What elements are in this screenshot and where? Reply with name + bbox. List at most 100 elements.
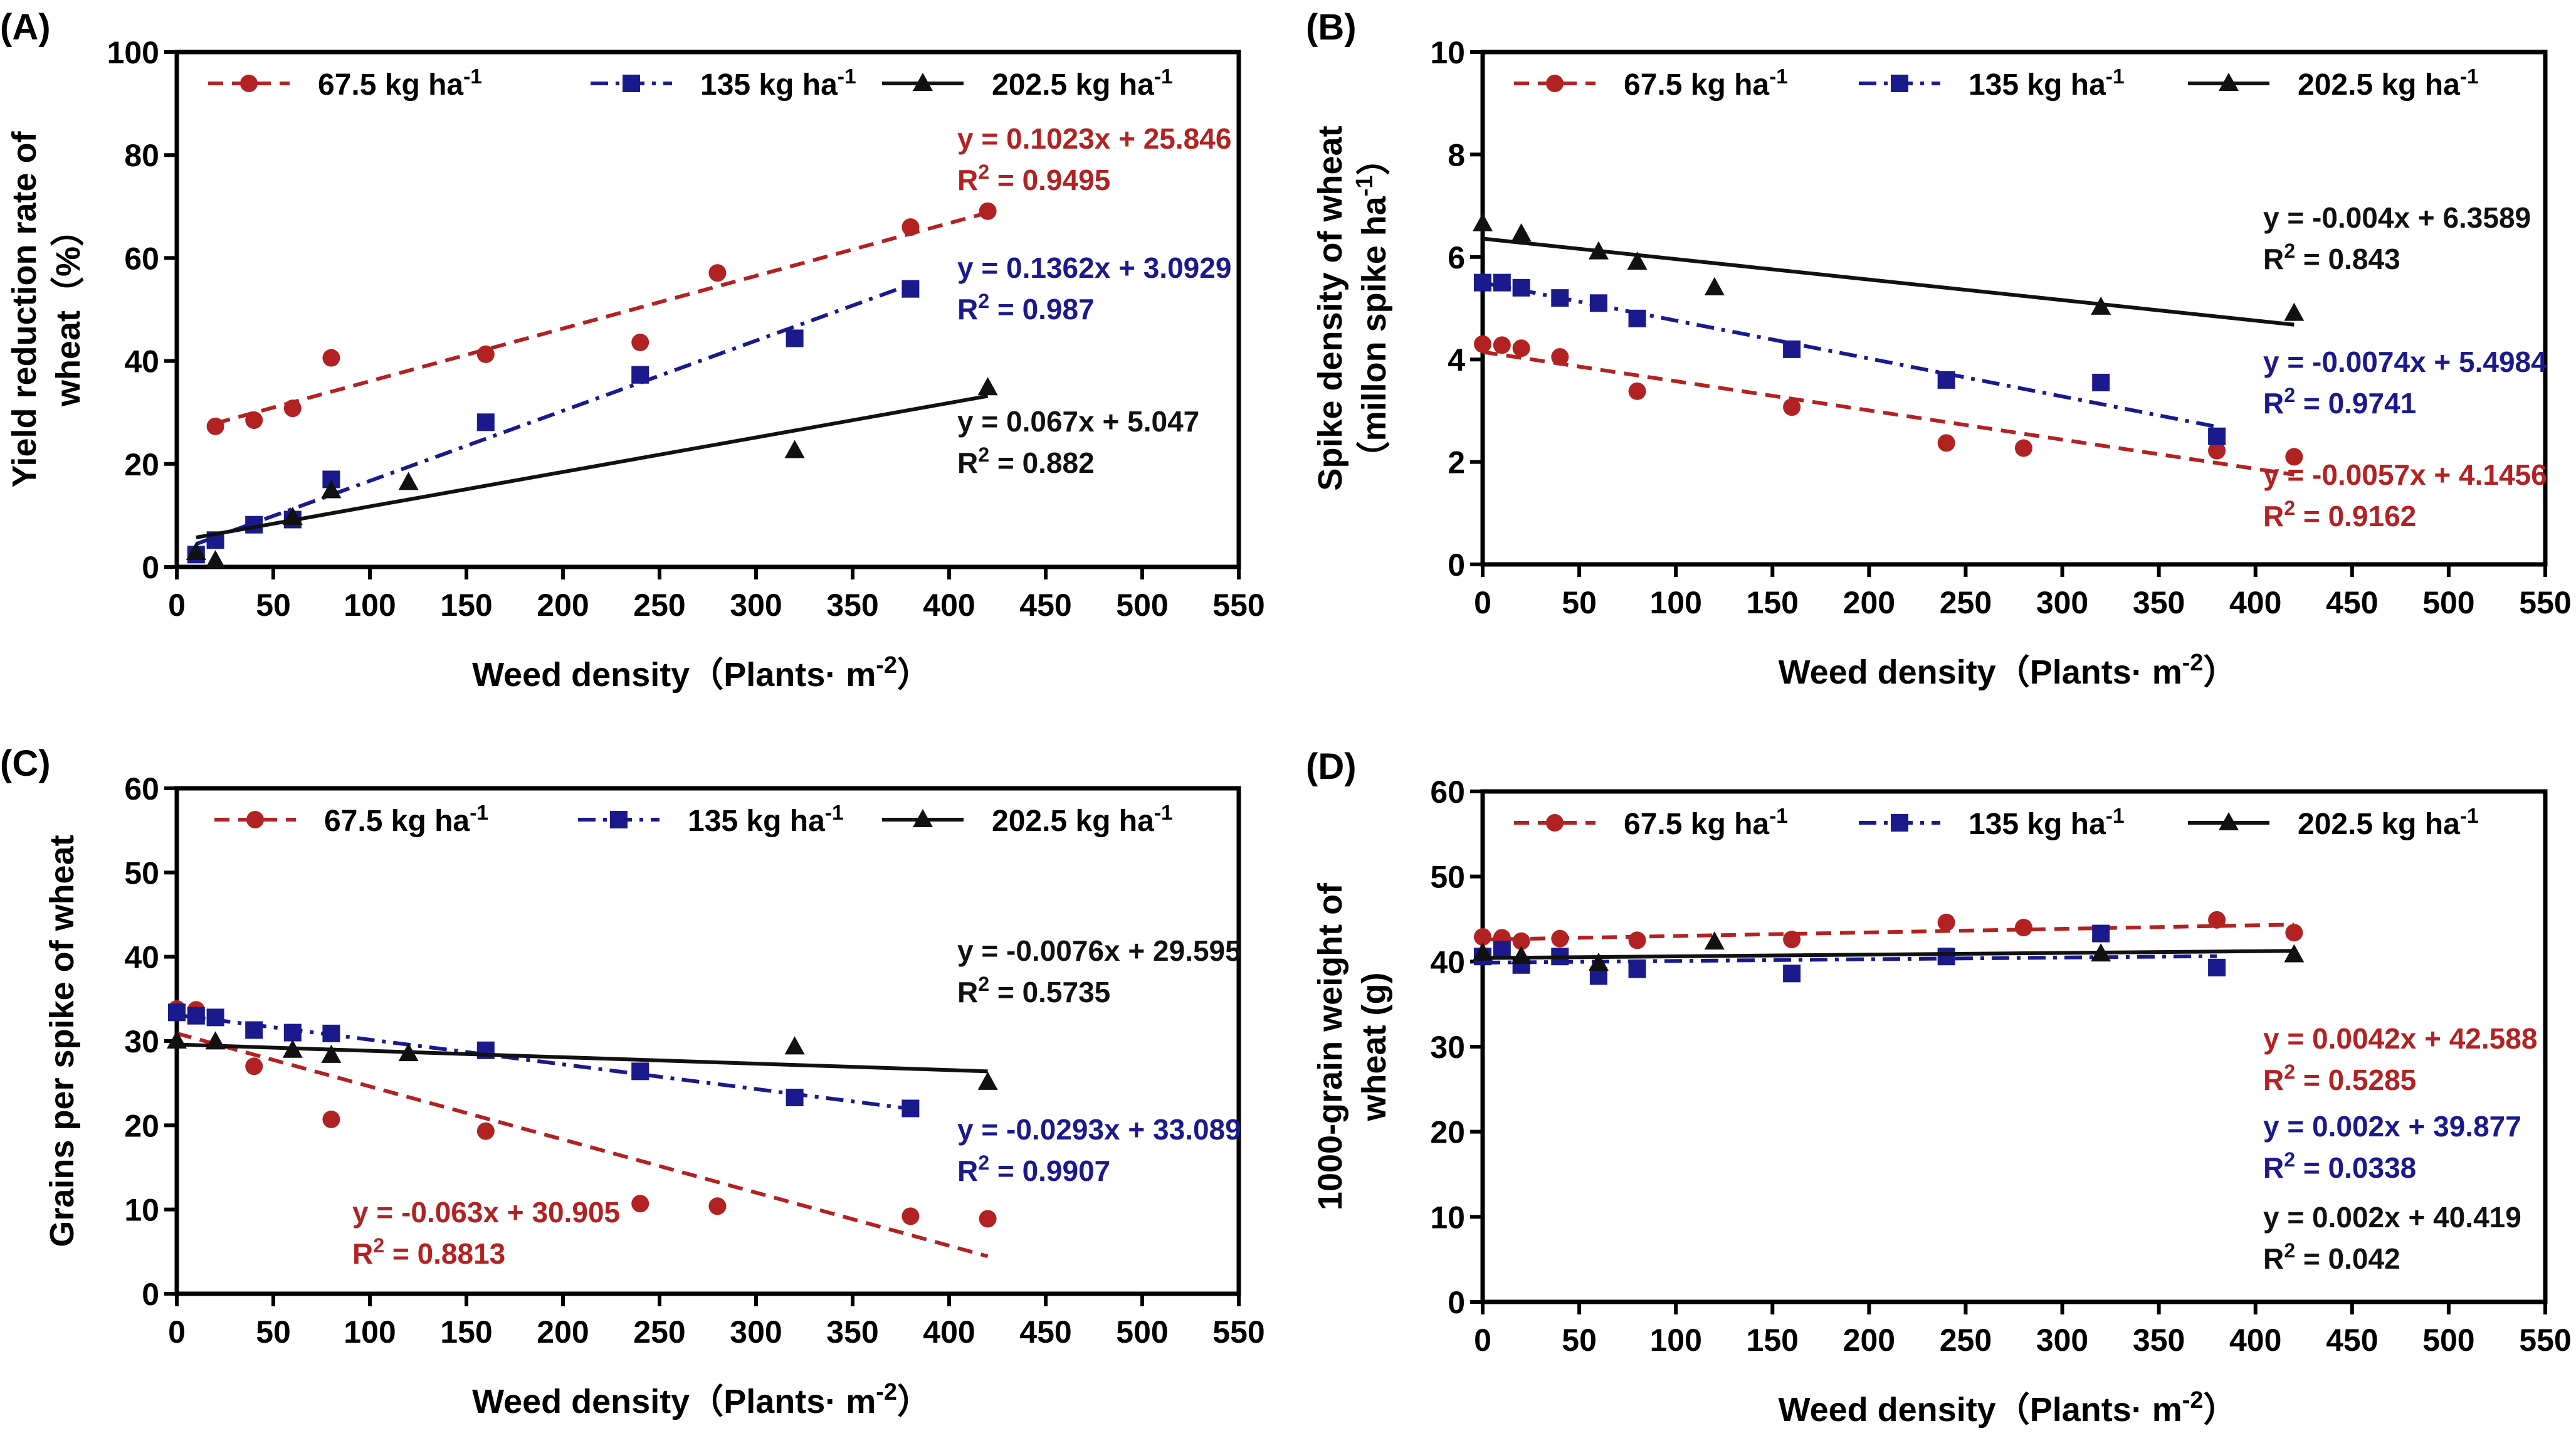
x-tick-label: 550 (1212, 588, 1264, 623)
data-point (2091, 943, 2111, 962)
fit-equation: y = -0.0074x + 5.4984 (2263, 346, 2547, 378)
x-tick-label: 250 (633, 588, 685, 623)
data-point (1473, 942, 1493, 961)
x-tick-label: 500 (1116, 588, 1168, 623)
x-tick-label: 450 (1019, 1314, 1071, 1350)
legend-entry-mid: 135 kg ha-1 (1859, 65, 2125, 102)
y-tick-label: 8 (1448, 137, 1465, 172)
data-point (2285, 448, 2303, 466)
x-tick-label: 50 (256, 1314, 291, 1350)
data-point (2219, 73, 2239, 91)
data-point (1937, 948, 1955, 966)
data-point (1546, 814, 1564, 832)
chart-panel-b: (B) 0 50 100 150 200 250 300 350 400 450 500 550 0 2 4 6… (1306, 7, 2572, 691)
data-point (1546, 75, 1564, 92)
data-point (322, 349, 340, 367)
x-tick-label: 350 (2133, 1323, 2185, 1358)
x-tick-label: 450 (2326, 585, 2378, 620)
y-tick-label: 0 (1448, 1285, 1465, 1320)
data-point (2284, 302, 2305, 321)
chart-panel-c: (C) 0 50 100 150 200 250 300 350 400 450 500 550 0 10 2… (0, 743, 1265, 1420)
data-point (977, 1071, 998, 1090)
fit-equation: y = 0.002x + 40.419 (2263, 1201, 2521, 1234)
data-point (398, 1043, 419, 1062)
legend-entry-high: 202.5 kg ha-1 (882, 65, 1173, 102)
x-tick-label: 400 (923, 588, 975, 623)
y-tick-label: 10 (124, 1193, 159, 1228)
data-point (2092, 924, 2110, 943)
data-point (1628, 931, 1646, 949)
data-point (2208, 441, 2226, 460)
data-point (1937, 434, 1955, 452)
fit-equation: y = 0.1023x + 25.846 (957, 122, 1231, 155)
fit-line (1482, 954, 2217, 965)
x-axis-label: Weed density（Plants· m-2） (1779, 1387, 2237, 1429)
x-tick-label: 50 (256, 588, 291, 623)
data-point (2284, 944, 2305, 963)
data-point (1783, 965, 1801, 983)
fit-line (1482, 923, 2295, 942)
y-tick-label: 50 (1430, 860, 1465, 895)
chart-panel-a: (A) 0 50 100 150 200 250 300 350 400 450 500 550 0 20 4… (0, 7, 1265, 694)
x-tick-label: 200 (537, 588, 589, 623)
x-axis-label: Weed density（Plants· m-2） (472, 652, 931, 694)
x-tick-label: 100 (344, 1314, 396, 1350)
data-point (2092, 373, 2110, 391)
chart-panel-d: (D) 0 50 100 150 200 250 300 350 400 450 500 550 0 10 2… (1306, 746, 2572, 1429)
fit-line (1482, 350, 2295, 477)
data-point (2208, 911, 2226, 929)
data-point (322, 1024, 340, 1042)
data-point (205, 1031, 226, 1050)
legend-entry-high: 202.5 kg ha-1 (882, 801, 1173, 838)
x-tick-label: 100 (344, 588, 396, 623)
y-axis-label: 1000-grain weight of (1312, 882, 1349, 1210)
legend-label: 202.5 kg ha-1 (2298, 65, 2479, 102)
series-mid: y = 0.1362x + 3.0929 R2 = 0.987 (187, 251, 1231, 564)
x-tick-label: 300 (2036, 585, 2088, 620)
x-tick-label: 300 (730, 1314, 782, 1350)
legend-label: 67.5 kg ha-1 (324, 801, 488, 838)
legend-entry-mid: 135 kg ha-1 (591, 65, 856, 102)
data-point (2208, 427, 2226, 445)
x-tick-label: 500 (2422, 1323, 2474, 1358)
fit-line (195, 282, 912, 546)
y-tick-label: 10 (1430, 1200, 1465, 1235)
x-tick-label: 550 (1212, 1314, 1264, 1350)
fit-r-squared: R2 = 0.882 (957, 443, 1095, 479)
fit-r-squared: R2 = 0.5735 (957, 973, 1110, 1008)
x-tick-label: 300 (2036, 1323, 2088, 1358)
x-tick-label: 150 (1747, 1323, 1799, 1358)
series-low: y = -0.0057x + 4.1456 R2 = 0.9162 (1474, 335, 2547, 532)
x-tick-label: 150 (440, 588, 492, 623)
data-point (784, 440, 805, 458)
data-point (246, 811, 264, 828)
data-point (977, 377, 998, 396)
fit-equation: y = 0.1362x + 3.0929 (957, 251, 1231, 284)
legend-entry-low: 67.5 kg ha-1 (214, 801, 488, 838)
x-tick-label: 150 (1747, 585, 1799, 620)
panel-label: (C) (0, 743, 51, 784)
y-tick-label: 50 (124, 855, 159, 891)
data-point (321, 480, 342, 499)
data-point (1937, 371, 1955, 389)
data-point (786, 329, 804, 347)
data-point (902, 1207, 920, 1225)
panel-label: (B) (1306, 7, 1357, 48)
data-point (631, 366, 649, 384)
y-tick-label: 30 (124, 1024, 159, 1059)
fit-line (1482, 236, 2295, 327)
data-point (979, 202, 997, 220)
data-point (1628, 960, 1646, 978)
data-point (2208, 958, 2226, 976)
data-point (245, 1021, 263, 1039)
y-tick-label: 80 (124, 138, 159, 173)
series-high: y = 0.067x + 5.047 R2 = 0.882 (186, 377, 1199, 569)
data-point (2014, 439, 2032, 457)
data-point (913, 809, 933, 827)
data-point (2091, 296, 2111, 315)
legend-entry-low: 67.5 kg ha-1 (208, 65, 482, 102)
data-point (1493, 273, 1511, 292)
data-point (784, 1036, 805, 1055)
data-point (631, 1195, 649, 1213)
